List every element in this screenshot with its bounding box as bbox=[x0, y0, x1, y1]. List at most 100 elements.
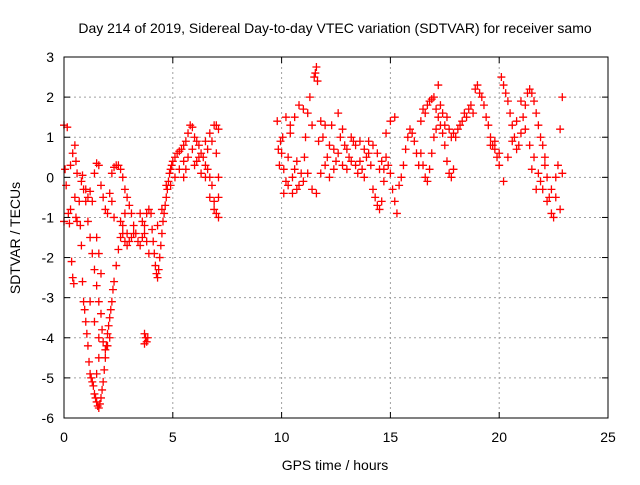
data-point bbox=[92, 233, 101, 242]
data-point bbox=[551, 193, 560, 202]
data-point bbox=[92, 369, 101, 378]
data-point bbox=[377, 157, 386, 166]
data-point bbox=[160, 209, 169, 218]
data-point bbox=[303, 169, 312, 178]
data-point bbox=[506, 109, 515, 118]
data-point bbox=[114, 245, 123, 254]
data-point bbox=[77, 241, 86, 250]
y-tick-label: -3 bbox=[42, 290, 55, 306]
data-point bbox=[123, 241, 132, 250]
data-point bbox=[129, 221, 138, 230]
data-point bbox=[395, 181, 404, 190]
data-point bbox=[188, 123, 197, 132]
y-axis-label: SDTVAR / TECUs bbox=[7, 182, 23, 294]
data-point bbox=[351, 141, 360, 150]
data-point bbox=[308, 121, 317, 130]
data-point bbox=[556, 205, 565, 214]
data-point bbox=[214, 173, 223, 182]
data-point bbox=[94, 161, 103, 170]
data-point bbox=[273, 117, 282, 126]
data-point bbox=[88, 377, 97, 386]
data-point bbox=[484, 121, 493, 130]
data-point bbox=[153, 273, 162, 282]
data-point bbox=[90, 169, 99, 178]
data-point bbox=[205, 193, 214, 202]
data-point bbox=[83, 193, 92, 202]
data-point bbox=[66, 205, 75, 214]
data-point bbox=[371, 193, 380, 202]
y-tick-label: -4 bbox=[42, 330, 55, 346]
data-point bbox=[90, 389, 99, 398]
data-point bbox=[423, 177, 432, 186]
data-point bbox=[94, 403, 103, 412]
data-point bbox=[188, 145, 197, 154]
data-point bbox=[410, 137, 419, 146]
data-point bbox=[103, 341, 112, 350]
chart-title: Day 214 of 2019, Sidereal Day-to-day VTE… bbox=[78, 20, 591, 36]
data-point bbox=[421, 109, 430, 118]
data-point bbox=[432, 125, 441, 134]
data-point bbox=[325, 141, 334, 150]
data-point bbox=[276, 137, 285, 146]
data-point bbox=[427, 149, 436, 158]
data-point bbox=[299, 105, 308, 114]
data-point bbox=[70, 193, 79, 202]
data-point bbox=[68, 149, 77, 158]
data-point bbox=[421, 173, 430, 182]
data-point bbox=[386, 169, 395, 178]
data-point bbox=[334, 109, 343, 118]
x-tick-label: 5 bbox=[169, 429, 177, 445]
data-point bbox=[159, 217, 168, 226]
data-point bbox=[212, 121, 221, 130]
data-point bbox=[419, 161, 428, 170]
data-point bbox=[170, 173, 179, 182]
data-point bbox=[69, 279, 78, 288]
data-point bbox=[140, 329, 149, 338]
data-point bbox=[403, 133, 412, 142]
data-point bbox=[70, 141, 79, 150]
data-point bbox=[495, 161, 504, 170]
data-point bbox=[184, 153, 193, 162]
y-tick-label: 0 bbox=[46, 169, 54, 185]
data-point bbox=[342, 145, 351, 154]
data-point bbox=[156, 241, 165, 250]
data-point bbox=[166, 165, 175, 174]
data-point bbox=[86, 297, 95, 306]
data-point bbox=[118, 173, 127, 182]
data-point bbox=[154, 265, 163, 274]
data-point bbox=[107, 169, 116, 178]
data-point bbox=[62, 181, 71, 190]
data-point bbox=[274, 145, 283, 154]
data-point bbox=[210, 205, 219, 214]
data-point bbox=[530, 97, 539, 106]
data-point bbox=[123, 193, 132, 202]
data-point bbox=[525, 141, 534, 150]
data-point bbox=[94, 249, 103, 258]
data-point bbox=[538, 141, 547, 150]
data-point bbox=[373, 201, 382, 210]
data-point bbox=[61, 165, 70, 174]
data-point bbox=[366, 161, 375, 170]
data-point bbox=[288, 189, 297, 198]
x-tick-label: 10 bbox=[274, 429, 290, 445]
data-point bbox=[140, 221, 149, 230]
data-point bbox=[453, 125, 462, 134]
data-point bbox=[290, 113, 299, 122]
data-point bbox=[377, 197, 386, 206]
data-point bbox=[351, 161, 360, 170]
data-point bbox=[203, 145, 212, 154]
data-point bbox=[312, 63, 321, 72]
data-point bbox=[277, 149, 286, 158]
data-point bbox=[475, 89, 484, 98]
data-point bbox=[316, 169, 325, 178]
data-point bbox=[179, 173, 188, 182]
data-point bbox=[334, 149, 343, 158]
data-point bbox=[419, 105, 428, 114]
data-point bbox=[408, 129, 417, 138]
data-point bbox=[214, 125, 223, 134]
data-point bbox=[65, 219, 74, 228]
data-point bbox=[386, 117, 395, 126]
data-point bbox=[203, 165, 212, 174]
data-point bbox=[197, 149, 206, 158]
